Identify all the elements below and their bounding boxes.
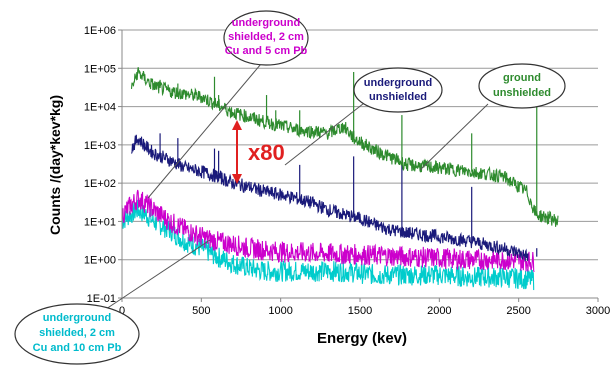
y-tick-label: 1E+04 [84,102,116,114]
x-tick-label: 0 [119,305,125,317]
y-tick-label: 1E+03 [84,140,116,152]
series-line [130,134,529,262]
callout-under-line1: underground [364,77,432,89]
y-tick-label: 1E+01 [84,216,116,228]
callout-shield5-line2: shielded, 2 cm [228,31,304,43]
y-tick-label: 1E+02 [84,178,116,190]
callout-shield10-line1: underground [43,312,111,324]
x-tick-label: 1000 [268,305,292,317]
x-axis-title: Energy (kev) [317,330,407,347]
y-tick-labels: 1E-01 1E+00 1E+01 1E+02 1E+03 1E+04 1E+05 1E+06 [84,25,116,305]
callout-under: underground unshielded [353,67,443,113]
callout-shield5-line1: underground [232,17,300,29]
pointer-shield10 [99,239,211,314]
x-tick-label: 2500 [506,305,530,317]
y-tick-label: 1E-01 [87,293,116,305]
y-axis-title: Counts /(day*kev*kg) [47,95,63,235]
pointer-shield5 [147,57,267,199]
callout-ground-line2: unshielded [493,87,551,99]
series-layer [121,67,559,291]
x-tick-labels: 0 500 1000 1500 2000 2500 3000 [119,305,610,317]
callout-ground: ground unshielded [478,63,566,109]
pointer-ground [419,103,489,171]
ratio-arrow [232,120,242,184]
callout-pointers [99,57,489,314]
callout-shield5: underground shielded, 2 cm Cu and 5 cm P… [223,10,309,66]
series-line [121,189,535,273]
y-tick-label: 1E+06 [84,25,116,37]
ratio-label: x80 [248,140,285,165]
y-tick-label: 1E+00 [84,255,116,267]
series-line [130,67,559,227]
x-tick-label: 1500 [348,305,372,317]
callout-shield10-line3: Cu and 10 cm Pb [33,342,122,354]
callout-shield10: underground shielded, 2 cm Cu and 10 cm … [14,303,140,365]
callout-ground-line1: ground [503,72,541,84]
x-tick-label: 3000 [586,305,610,317]
callout-under-line2: unshielded [369,91,427,103]
callout-shield10-line2: shielded, 2 cm [39,327,115,339]
x-tick-label: 500 [192,305,210,317]
x-tick-label: 2000 [427,305,451,317]
callout-shield5-line3: Cu and 5 cm Pb [225,45,308,57]
y-tick-label: 1E+05 [84,63,116,75]
pointer-under [284,99,369,166]
